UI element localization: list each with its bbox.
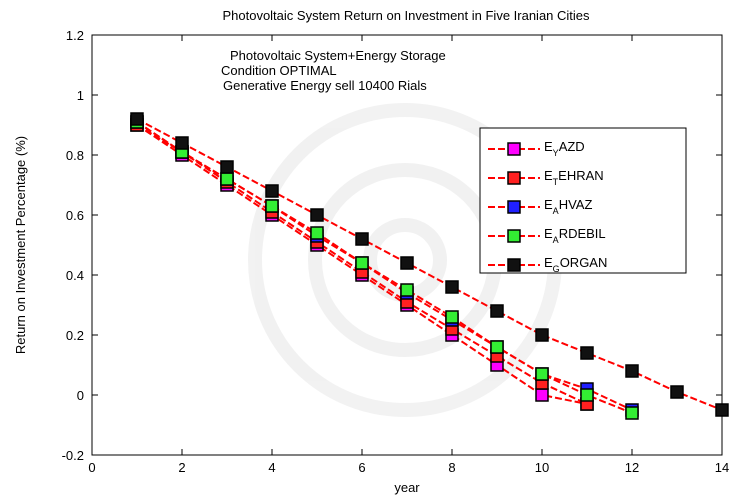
y-tick-label: 0.2 (66, 328, 84, 343)
data-point (310, 208, 324, 222)
legend-label-main: E (544, 139, 553, 154)
data-point (715, 403, 729, 417)
legend-item: EAHVAZ (488, 197, 592, 216)
data-point (670, 385, 684, 399)
legend-label-rest: HVAZ (559, 197, 593, 212)
y-tick-label: 0 (77, 388, 84, 403)
data-point (490, 304, 504, 318)
x-tick-label: 2 (178, 460, 185, 475)
y-tick-label: 0.8 (66, 148, 84, 163)
annotation-block: Photovoltaic System+Energy Storage Condi… (221, 48, 446, 93)
x-tick-label: 14 (715, 460, 729, 475)
legend-label-rest: RDEBIL (559, 226, 606, 241)
legend-label-main: E (544, 197, 553, 212)
series-layer (130, 112, 729, 420)
x-axis-label: year (394, 480, 420, 495)
data-point (580, 346, 594, 360)
legend-label-rest: ORGAN (560, 255, 608, 270)
legend-item: EARDEBIL (488, 226, 606, 245)
data-point (625, 406, 639, 420)
x-tick-label: 4 (268, 460, 275, 475)
data-point (220, 160, 234, 174)
data-point (355, 256, 369, 270)
y-tick-label: 0.6 (66, 208, 84, 223)
legend-marker (507, 142, 521, 156)
y-axis-label: Return on Investment Percentage (%) (13, 136, 28, 354)
plot-frame (91, 34, 723, 456)
annotation-line-1: Photovoltaic System+Energy Storage (230, 48, 446, 63)
series-e-gorgan (130, 112, 729, 417)
data-point (130, 112, 144, 126)
legend-label-main: E (544, 226, 553, 241)
data-point (445, 310, 459, 324)
data-point (265, 184, 279, 198)
y-tick-label: 1.2 (66, 28, 84, 43)
legend-label: EARDEBIL (544, 226, 606, 245)
legend-label: ETEHRAN (544, 168, 604, 187)
legend-label: EYAZD (544, 139, 585, 158)
legend-marker (507, 200, 521, 214)
data-point (400, 256, 414, 270)
legend-label-sub: A (553, 235, 559, 245)
y-tick-label: -0.2 (62, 448, 84, 463)
data-point (400, 283, 414, 297)
data-point (355, 232, 369, 246)
legend-marker (507, 229, 521, 243)
y-tick-label: 0.4 (66, 268, 84, 283)
legend-item: EGORGAN (488, 255, 607, 274)
series-line (136, 124, 588, 405)
legend-item: ETEHRAN (488, 168, 604, 187)
data-point (265, 199, 279, 213)
data-point (445, 280, 459, 294)
x-tick-label: 8 (448, 460, 455, 475)
legend-marker (507, 171, 521, 185)
legend-label-sub: A (553, 206, 559, 216)
legend-label-sub: Y (553, 148, 559, 158)
chart-title: Photovoltaic System Return on Investment… (222, 8, 590, 23)
legend-label-main: E (544, 168, 553, 183)
legend-label-rest: AZD (559, 139, 585, 154)
x-tick-label: 12 (625, 460, 639, 475)
data-point (535, 328, 549, 342)
y-tick-label: 1 (77, 88, 84, 103)
legend-label: EAHVAZ (544, 197, 592, 216)
annotation-line-3: Generative Energy sell 10400 Rials (223, 78, 427, 93)
data-point (535, 367, 549, 381)
data-point (490, 340, 504, 354)
series-line (136, 118, 723, 411)
data-point (175, 136, 189, 150)
x-tick-label: 10 (535, 460, 549, 475)
legend-label-rest: EHRAN (558, 168, 604, 183)
data-point (580, 388, 594, 402)
data-point (310, 226, 324, 240)
legend-item: EYAZD (488, 139, 585, 158)
data-point (220, 172, 234, 186)
legend-label-main: E (544, 255, 553, 270)
annotation-line-2: Condition OPTIMAL (221, 63, 337, 78)
data-point (625, 364, 639, 378)
data-point (535, 388, 549, 402)
legend-label: EGORGAN (544, 255, 607, 274)
legend-label-sub: G (553, 264, 560, 274)
x-tick-label: 6 (358, 460, 365, 475)
series-line (136, 121, 633, 414)
legend-label-sub: T (553, 177, 559, 187)
axis-ticks: 0 2 4 6 8 10 12 14 -0.2 0 0.2 0.4 0.6 0.8 1 1.2 (62, 28, 730, 475)
x-tick-label: 0 (88, 460, 95, 475)
legend-marker (507, 258, 521, 272)
